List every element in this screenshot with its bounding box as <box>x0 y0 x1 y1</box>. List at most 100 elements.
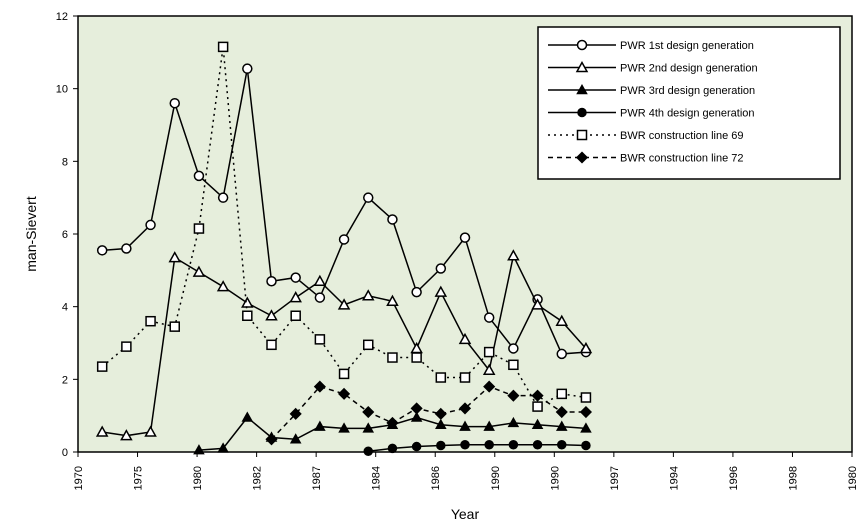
legend-entry: PWR 2nd design generation <box>548 60 758 75</box>
data-point <box>531 298 544 310</box>
series-4 <box>363 439 591 457</box>
data-point <box>265 433 278 446</box>
data-point <box>313 274 327 286</box>
series-2 <box>95 249 593 441</box>
data-point <box>575 151 589 164</box>
data-point <box>242 63 253 74</box>
data-point <box>482 363 496 375</box>
data-point <box>145 219 156 231</box>
legend-label: PWR 1st design generation <box>620 40 754 52</box>
data-point <box>168 251 182 263</box>
data-point <box>193 444 205 455</box>
legend-label: BWR construction line 69 <box>620 130 744 142</box>
x-tick-label: 1986 <box>430 466 442 490</box>
series-5 <box>96 41 592 412</box>
data-point <box>507 416 520 428</box>
data-point <box>411 352 422 363</box>
data-point <box>458 332 472 345</box>
data-point <box>508 343 519 354</box>
data-point <box>338 387 351 400</box>
data-point <box>508 359 519 371</box>
data-point <box>484 439 494 450</box>
legend-box <box>537 26 841 180</box>
data-point <box>557 439 567 450</box>
data-point <box>266 339 277 351</box>
y-tick-label: 10 <box>56 84 68 96</box>
data-point <box>338 234 350 245</box>
data-point <box>290 310 301 321</box>
data-point <box>507 249 520 261</box>
data-point <box>411 441 422 452</box>
data-point <box>531 389 544 402</box>
x-tick-label: 1990 <box>549 466 561 490</box>
data-point <box>459 420 471 431</box>
data-point <box>579 341 593 354</box>
data-point <box>121 341 132 352</box>
data-point <box>314 292 326 303</box>
series-layer <box>95 41 593 457</box>
data-point <box>411 286 422 298</box>
x-tick-label: 1970 <box>73 466 85 490</box>
data-point <box>241 411 254 422</box>
data-point <box>555 314 569 326</box>
y-tick-label: 2 <box>62 374 68 386</box>
y-axis-title: man-Sievert <box>23 196 39 272</box>
data-point <box>577 107 587 118</box>
data-point <box>120 429 133 441</box>
data-point <box>434 285 448 297</box>
data-point <box>410 411 423 422</box>
data-point <box>266 275 277 287</box>
data-point <box>507 389 520 402</box>
data-point <box>265 309 278 321</box>
data-point <box>532 401 543 412</box>
data-point <box>386 416 399 429</box>
data-point <box>193 170 205 182</box>
data-point <box>575 60 589 73</box>
data-point <box>410 402 423 415</box>
data-point <box>363 339 374 351</box>
x-tick-label: 1997 <box>609 466 621 490</box>
data-point <box>169 321 180 332</box>
data-point <box>435 418 447 429</box>
data-point <box>576 129 588 141</box>
legend-entry: PWR 4th design generation <box>548 108 755 120</box>
data-point <box>193 223 205 234</box>
data-point <box>362 422 375 433</box>
data-point <box>338 422 350 433</box>
x-tick-label: 1994 <box>668 466 680 490</box>
data-point <box>192 265 206 277</box>
data-point <box>436 440 446 451</box>
data-point <box>217 442 229 453</box>
data-point <box>362 405 375 419</box>
data-point <box>435 372 447 383</box>
data-point <box>458 402 472 415</box>
legend-label: PWR 3rd design generation <box>620 85 755 97</box>
x-tick-label: 1975 <box>133 466 145 490</box>
data-point <box>290 272 301 283</box>
x-tick-label: 1980 <box>847 466 859 490</box>
data-point <box>556 388 567 400</box>
data-point <box>531 418 544 429</box>
legend-label: PWR 2nd design generation <box>620 63 758 75</box>
data-point <box>241 296 254 308</box>
data-point <box>289 407 302 420</box>
data-point <box>242 310 253 321</box>
series-1 <box>96 63 592 360</box>
data-point <box>314 334 326 345</box>
axes: 0 2 4 6 8 10 12 1970 1975 1980 1982 1987 1984 1986 199… <box>56 11 859 490</box>
data-point <box>483 420 495 431</box>
data-point <box>145 315 156 327</box>
data-point <box>95 425 109 437</box>
x-tick-label: 1980 <box>192 466 204 490</box>
data-point <box>121 243 132 254</box>
y-tick-label: 4 <box>62 302 68 314</box>
data-point <box>508 439 519 450</box>
x-axis-title: Year <box>451 506 480 522</box>
data-point <box>483 380 496 393</box>
data-point <box>459 372 471 383</box>
data-point <box>216 280 230 292</box>
data-point <box>556 348 567 360</box>
legend-label: BWR construction line 72 <box>620 153 744 165</box>
y-tick-label: 8 <box>62 156 68 168</box>
